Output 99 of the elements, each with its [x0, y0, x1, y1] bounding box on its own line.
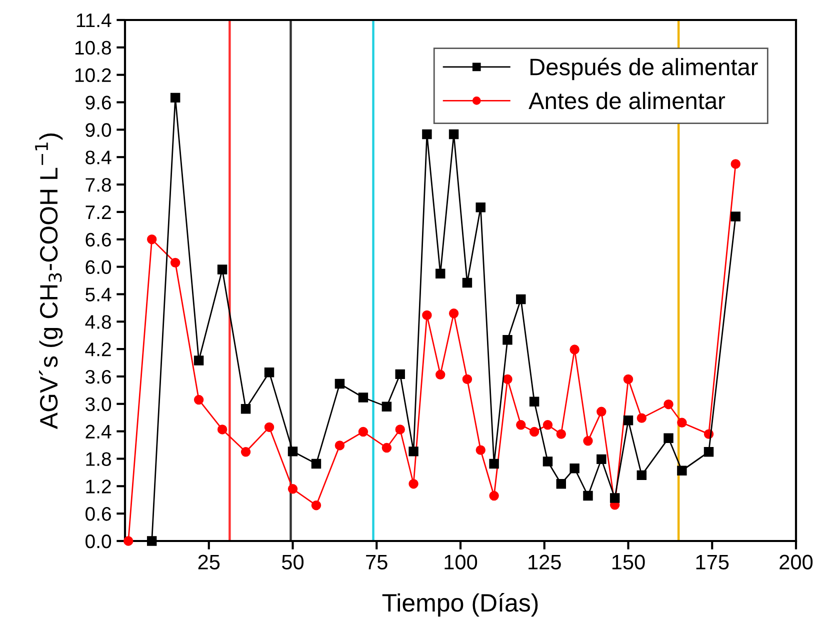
y-tick-label: 6.6 [86, 232, 111, 247]
point [462, 278, 472, 288]
x-tick-label: 150 [612, 554, 645, 570]
y-tick-label: 5.4 [86, 288, 112, 302]
y-tick-label: 7.8 [86, 178, 111, 192]
point [529, 426, 540, 437]
point [334, 378, 345, 389]
point [194, 394, 204, 405]
y-tick-label: 4.2 [85, 342, 111, 356]
y-tick-label: 4.8 [85, 315, 111, 329]
point [730, 159, 740, 169]
point [583, 436, 593, 446]
point [264, 368, 274, 378]
point [264, 422, 274, 432]
point [489, 458, 499, 469]
point [502, 335, 512, 345]
point [436, 370, 446, 380]
point [570, 344, 580, 354]
point [311, 500, 322, 510]
point [476, 445, 486, 455]
point [288, 446, 298, 456]
point [217, 264, 228, 274]
point [636, 470, 647, 480]
legend-label: Antes de alimentar [528, 92, 726, 110]
point [596, 454, 606, 464]
point [596, 406, 606, 417]
point [516, 294, 526, 304]
point [170, 258, 180, 268]
point [730, 212, 740, 222]
point [556, 429, 566, 439]
point [542, 420, 553, 430]
y-tick-label: 0.0 [86, 534, 112, 548]
point [240, 404, 251, 414]
y-tick-label: 11.4 [76, 14, 112, 28]
x-tick-label: 200 [780, 554, 813, 570]
x-tick-label: 75 [366, 554, 388, 570]
point [358, 426, 368, 437]
point [146, 536, 157, 546]
y-tick-label: 3.0 [86, 397, 112, 412]
point [217, 424, 228, 434]
y-tick-label: 10.2 [75, 68, 111, 82]
point [610, 493, 620, 503]
point [395, 369, 405, 380]
point [123, 536, 134, 546]
point [240, 447, 251, 457]
y-tick-label: 3.6 [86, 370, 111, 384]
point [704, 447, 714, 457]
point [382, 442, 392, 453]
point [408, 479, 418, 489]
point [489, 490, 499, 501]
point [476, 202, 486, 212]
point [664, 399, 674, 410]
y-tick-label: 9.0 [86, 123, 112, 137]
point [170, 92, 180, 103]
point [462, 374, 472, 384]
point [448, 308, 459, 318]
legend-label: Después de alimentar [530, 58, 758, 80]
y-tick-label: 0.6 [86, 507, 111, 521]
x-tick-label: 125 [528, 554, 561, 570]
point [382, 402, 392, 412]
point [677, 418, 687, 428]
y-tick-label: 7.2 [86, 205, 111, 219]
point [448, 129, 459, 140]
x-tick-label: 50 [282, 554, 304, 570]
point [436, 268, 446, 279]
point [623, 374, 634, 384]
point [542, 456, 553, 466]
point [408, 446, 418, 456]
point [146, 234, 157, 244]
point [288, 484, 298, 494]
point [358, 392, 368, 402]
x-tick-label: 175 [696, 554, 729, 570]
point [422, 310, 432, 320]
y-tick-label: 1.8 [86, 452, 111, 466]
x-tick-label: 100 [444, 554, 478, 570]
point [583, 490, 593, 501]
point [502, 374, 512, 384]
point [529, 396, 540, 406]
point [422, 129, 432, 140]
y-tick-label: 6.0 [86, 260, 112, 274]
point [334, 440, 345, 450]
y-tick-label: 10.8 [75, 40, 111, 55]
point [636, 413, 647, 423]
y-tick-label: 1.2 [86, 480, 111, 494]
y-axis-title: AGV´s (g CH$_{3}$-COOH L$^{−1}$) [35, 134, 63, 430]
x-axis-title: Tiempo (Días) [382, 593, 538, 617]
y-tick-label: 2.4 [86, 424, 112, 438]
point [395, 424, 405, 434]
point [516, 420, 526, 430]
y-tick-label: 8.4 [86, 150, 112, 164]
point [556, 479, 566, 489]
x-tick-label: 25 [198, 554, 220, 570]
y-tick-label: 9.6 [86, 96, 111, 110]
point [194, 356, 204, 366]
point [570, 463, 580, 474]
point [664, 433, 674, 444]
point [677, 466, 687, 476]
point [311, 458, 322, 469]
point [623, 415, 634, 426]
